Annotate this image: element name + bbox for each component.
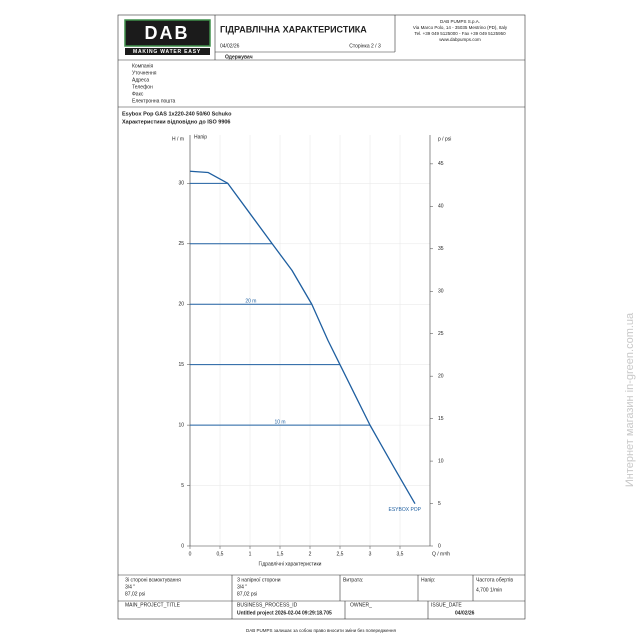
x-tick-label: 2 [309,551,312,557]
reference-label: 20 m [245,299,256,305]
spec-label: Частота обертів [476,577,513,583]
x-tick-label: 0 [189,551,192,557]
y2-tick-label: 10 [438,458,444,464]
x-tick-label: 0,5 [217,551,224,557]
footer: DAB PUMPS залишає за собою право вносити… [246,628,396,633]
company-line: Via Marco Polo, 14 - 35035 Mestrino (PD)… [413,25,508,30]
y-tick-label: 20 [178,302,184,308]
y2-tick-label: 25 [438,331,444,337]
contact-field: Адреса [132,77,149,83]
contact-field: Уточнення [132,70,157,76]
project-label: OWNER_ [350,602,372,608]
recipient: Одержувач [225,54,253,60]
tagline-band [125,48,210,55]
spec-label: Витрата: [343,577,363,583]
x-tick-label: 1,5 [277,551,284,557]
y2-axis-label: p / psi [438,136,451,142]
logo-box [124,19,211,47]
y-tick-label: 0 [181,543,184,549]
tagline: MAKING WATER EASY [133,49,201,55]
y-axis-label: H / m [172,136,184,142]
contact-field: Факс [132,91,144,97]
project-label: BUSINESS_PROCESS_ID [237,602,298,608]
doc-title: ГІДРАВЛІЧНА ХАРАКТЕРИСТИКА [220,24,367,34]
y2-tick-label: 5 [438,501,441,507]
curve [189,170,416,505]
y2-tick-label: 35 [438,246,444,252]
curve-label: ESYBOX POP [388,507,421,513]
y2-tick-label: 20 [438,373,444,379]
page-number: Сторінка 2 / 3 [349,43,381,49]
y2-tick-label: 45 [438,161,444,167]
spec-label: З напірної сторони [237,577,281,583]
logo: DAB [145,23,190,43]
y2-tick-label: 30 [438,289,444,295]
y-tick-label: 10 [178,422,184,428]
project-value: Untitled project 2026-02-04 09:29:18.705 [237,610,332,616]
y-tick-label: 15 [178,362,184,368]
product: Esybox Pop GAS 1x220-240 50/60 Schuko [122,111,232,117]
spec-size: 3/4 " [237,584,247,590]
y2-tick-label: 40 [438,204,444,210]
contact-field: Компанія [132,63,153,69]
y2-tick-label: 0 [438,543,441,549]
y-tick-label: 5 [181,483,184,489]
spec-label: Зі стороні всмоктування [125,577,181,583]
watermark: Интернет магазин in-green.com.ua [624,312,636,487]
company-line: DAB PUMPS S.p.A. [440,19,480,24]
legend-label: Напір [194,134,207,140]
spec-value: 4,700 1/min [476,587,502,593]
x-tick-label: 3,5 [397,551,404,557]
project-label: MAIN_PROJECT_TITLE [125,602,181,608]
contact-field: Електронна пошта [132,98,176,104]
doc-date: 04/02/26 [220,43,240,49]
y2-tick-label: 15 [438,416,444,422]
x-tick-label: 1 [249,551,252,557]
chart: 0 0,5 1 1,5 2 2,5 3 3,5 0 5 10 15 20 25 30 0 5 10 15 20 25 30… [172,134,451,567]
x-tick-label: 3 [369,551,372,557]
spec-label: Напір: [421,577,435,583]
company-line: Tel. +39 049 5125000 - Fax +39 049 51259… [414,31,506,36]
company-line: www.dabpumps.com [439,37,481,42]
project-label: ISSUE_DATE [431,602,462,608]
x-tick-label: 2,5 [337,551,344,557]
x-axis-label: Q / m³/h [432,551,450,557]
y-tick-label: 30 [178,181,184,187]
y-tick-label: 25 [178,241,184,247]
sheet-border [117,14,526,620]
spec-pressure: 87,02 psi [125,591,145,597]
contact-field: Телефон [132,84,153,90]
spec-size: 3/4 " [125,584,135,590]
project-value: 04/02/26 [455,610,475,616]
reference-label: 10 m [274,419,285,425]
chart-caption: Гідравлічні характеристики [259,561,322,567]
spec-pressure: 87,02 psi [237,591,257,597]
standard: Характеристики відповідно до ISO 9906 [122,119,231,125]
